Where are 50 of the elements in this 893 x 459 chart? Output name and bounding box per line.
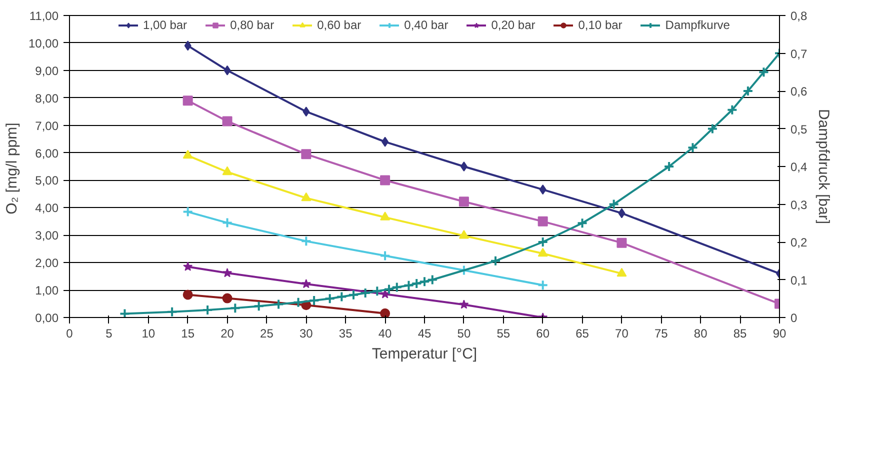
y-tick-label: 10,00 [28, 36, 59, 50]
x-tick-label: 15 [181, 326, 195, 340]
x-tick-label: 10 [142, 326, 156, 340]
legend-label: 0,20 bar [491, 18, 536, 32]
y2-tick-label: 0,8 [790, 9, 808, 23]
y-tick-label: 11,00 [29, 9, 59, 23]
y2-tick-label: 0,1 [790, 273, 808, 288]
x-tick-label: 90 [772, 326, 786, 340]
y2-axis-title: Dampfdruck [bar] [815, 108, 832, 224]
x-tick-label: 85 [733, 326, 748, 340]
x-tick-label: 40 [378, 326, 392, 340]
y2-tick-label: 0,4 [790, 160, 808, 174]
x-tick-label: 70 [615, 326, 629, 340]
y-tick-label: 9,00 [35, 64, 59, 78]
y-tick-label: 8,00 [35, 91, 59, 106]
x-tick-label: 45 [418, 326, 432, 340]
x-tick-label: 5 [106, 326, 113, 340]
legend-label: 0,80 bar [230, 18, 274, 32]
y-tick-label: 6,00 [35, 146, 59, 160]
y-tick-label: 5,00 [35, 174, 59, 188]
x-tick-label: 35 [338, 326, 353, 340]
y-tick-label: 4,00 [35, 201, 59, 216]
legend-label: Dampfkurve [665, 18, 730, 32]
x-tick-label: 25 [260, 326, 274, 340]
y2-tick-label: 0,6 [790, 84, 808, 98]
y-tick-label: 3,00 [35, 228, 59, 243]
y-axis-title: O₂ [mg/l ppm] [3, 122, 20, 214]
y-tick-label: 2,00 [35, 256, 59, 270]
x-tick-label: 60 [536, 326, 550, 340]
x-tick-label: 75 [654, 326, 668, 340]
x-tick-label: 55 [496, 326, 510, 340]
x-tick-label: 80 [694, 326, 708, 340]
legend-label: 0,60 bar [317, 18, 362, 32]
y2-tick-label: 0,7 [790, 46, 808, 61]
legend-label: 0,10 bar [578, 18, 622, 32]
y2-tick-label: 0,2 [790, 236, 808, 250]
x-tick-label: 20 [220, 326, 234, 340]
y2-tick-label: 0 [790, 311, 798, 325]
y-tick-label: 1,00 [35, 284, 59, 298]
y2-tick-label: 0,3 [790, 198, 808, 212]
x-tick-label: 30 [299, 326, 314, 340]
x-tick-label: 50 [457, 326, 471, 340]
x-tick-label: 65 [576, 326, 590, 340]
y-tick-label: 0,00 [35, 311, 59, 325]
legend-label: 0,40 bar [404, 18, 448, 32]
y-tick-label: 7,00 [35, 118, 59, 133]
x-axis-title: Temperatur [°C] [372, 346, 478, 362]
y2-tick-label: 0,5 [790, 122, 808, 136]
x-tick-label: 0 [66, 326, 74, 340]
legend-label: 1,00 bar [143, 18, 188, 32]
